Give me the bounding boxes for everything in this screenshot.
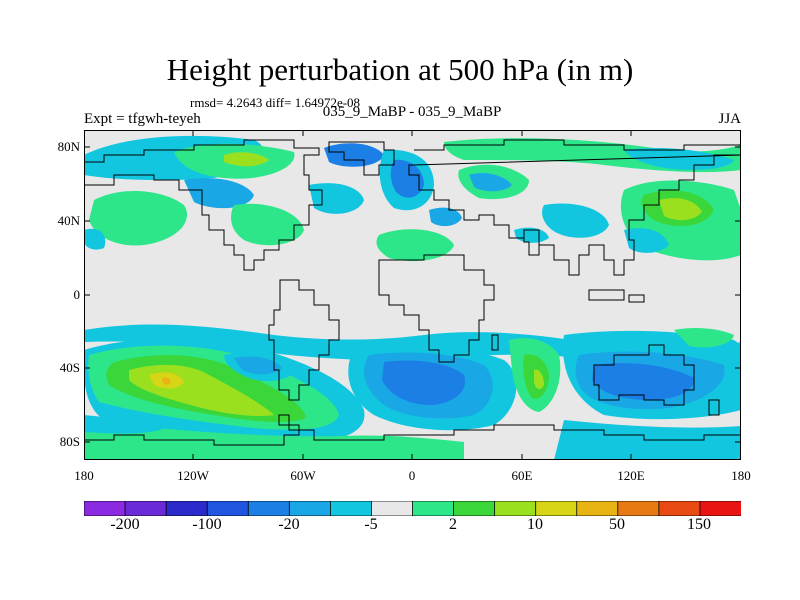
case-label: 035_9_MaBP - 035_9_MaBP <box>322 104 502 120</box>
colorbar-label: 2 <box>449 516 457 533</box>
contour-teal-pacific-n <box>89 190 188 246</box>
coastline-greenland <box>328 141 395 176</box>
colorbar <box>84 501 741 516</box>
season-label: JJA <box>718 111 741 127</box>
contour-teal-namerica <box>231 203 304 246</box>
contour-green-north-1 <box>224 152 269 167</box>
lat-label-80n: 80N <box>57 139 80 154</box>
colorbar-swatch <box>206 501 250 516</box>
contour-blue-north-1 <box>324 143 384 167</box>
experiment-label: Expt = tfgwh-teyeh <box>84 111 201 127</box>
colorbar-label: 50 <box>609 516 625 533</box>
lon-label-180e: 180 <box>731 468 751 483</box>
contour-orange-swpac <box>162 377 171 385</box>
colorbar-swatch <box>453 501 496 516</box>
lon-label-180w: 180 <box>74 468 94 483</box>
colorbar-label: -100 <box>192 516 222 533</box>
contour-map <box>84 130 741 460</box>
contour-yg-pac-w <box>659 198 702 221</box>
colorbar-swatch <box>165 501 209 516</box>
colorbar-swatch <box>124 501 168 516</box>
contour-cyan-pac-w <box>624 228 669 253</box>
lon-label-120w: 120W <box>177 468 209 483</box>
lat-label-80s: 80S <box>59 434 80 449</box>
contour-cyan-antarctic-w <box>84 415 174 434</box>
colorbar-swatch <box>494 501 537 516</box>
coastline-indonesia <box>588 289 645 303</box>
colorbar-label: -20 <box>278 516 300 533</box>
colorbar-label: 10 <box>527 516 543 533</box>
contour-yg-indian <box>534 369 544 390</box>
colorbar-swatch <box>535 501 578 516</box>
contour-cyan-indo <box>514 227 549 243</box>
colorbar-label: -200 <box>110 516 140 533</box>
contour-cyan-atlantic <box>309 183 364 214</box>
contour-blue-na <box>390 159 424 198</box>
colorbar-swatch <box>658 501 701 516</box>
coastline-europe-asia <box>408 139 741 276</box>
colorbar-swatch <box>84 501 126 516</box>
lon-label-120e: 120E <box>617 468 645 483</box>
lat-label-40s: 40S <box>59 360 80 375</box>
contour-blue-spac <box>592 363 695 400</box>
contour-fills <box>84 135 741 460</box>
colorbar-swatch <box>699 501 741 516</box>
colorbar-swatch <box>247 501 291 516</box>
coastline-madagascar <box>491 334 499 351</box>
colorbar-label: 150 <box>687 516 711 533</box>
lon-label-0: 0 <box>408 468 416 483</box>
contour-cyan-pac-n <box>84 228 106 250</box>
coastline-india <box>523 229 540 256</box>
colorbar-swatch <box>288 501 332 516</box>
lon-label-60w: 60W <box>290 468 316 483</box>
colorbar-swatch <box>371 501 414 516</box>
stats-label: rmsd= 4.2643 diff= 1.64972e-08 <box>190 95 361 110</box>
coastline-south-america <box>268 279 340 401</box>
lat-label-0: 0 <box>73 287 81 302</box>
contour-cyan-north-2 <box>624 148 734 170</box>
coastline-new-zealand <box>708 399 720 416</box>
lon-label-60e: 60E <box>511 468 533 483</box>
colorbar-label: -5 <box>364 516 378 533</box>
chart-title: Height perturbation at 500 hPa (in m) <box>166 52 634 87</box>
contour-blue-satl <box>382 360 466 406</box>
lat-label-40n: 40N <box>57 213 80 228</box>
contour-teal-spac-e <box>674 327 734 348</box>
coastlines <box>84 139 741 446</box>
coastline-africa <box>378 254 495 363</box>
contour-lblue-swpac <box>234 356 282 375</box>
colorbar-swatch <box>412 501 455 516</box>
colorbar-swatch <box>617 501 660 516</box>
contour-blue-asia <box>469 173 512 192</box>
coastline-antarctica <box>84 414 741 446</box>
coastline-north-america <box>84 139 323 271</box>
contour-cyan-me <box>429 207 462 227</box>
contour-cyan-asia-2 <box>542 203 609 238</box>
colorbar-swatch <box>329 501 373 516</box>
colorbar-swatch <box>576 501 619 516</box>
tick-marks <box>84 130 741 460</box>
coastline-australia <box>593 344 695 406</box>
contour-teal-europe <box>376 229 454 262</box>
